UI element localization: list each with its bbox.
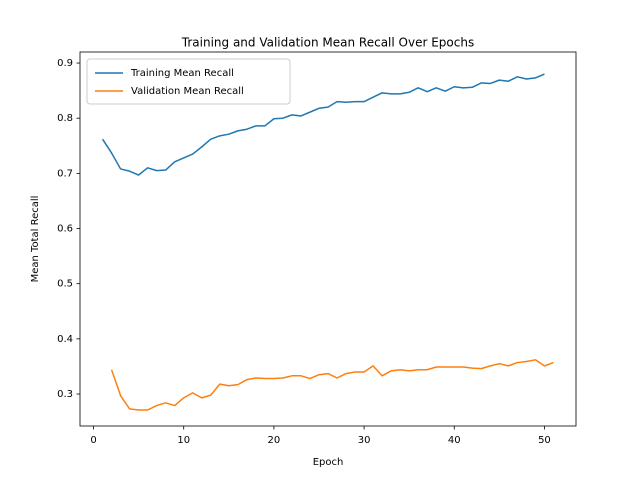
x-tick-label: 30 xyxy=(358,435,371,446)
chart-title: Training and Validation Mean Recall Over… xyxy=(181,36,474,50)
series-line xyxy=(110,359,554,411)
x-tick-label: 50 xyxy=(538,435,551,446)
y-tick-label: 0.5 xyxy=(57,279,73,290)
x-tick-label: 0 xyxy=(90,435,96,446)
x-axis-label: Epoch xyxy=(313,457,344,468)
x-tick-label: 20 xyxy=(268,435,281,446)
y-tick-label: 0.8 xyxy=(57,113,73,124)
y-tick-label: 0.3 xyxy=(57,389,73,400)
y-axis-label: Mean Total Recall xyxy=(30,196,41,283)
legend-box xyxy=(86,58,291,105)
x-tick-label: 10 xyxy=(177,435,190,446)
axes-frame xyxy=(79,51,577,427)
y-tick-label: 0.9 xyxy=(57,58,73,69)
series-line xyxy=(101,73,545,176)
x-tick-label: 40 xyxy=(448,435,461,446)
legend-label: Training Mean Recall xyxy=(130,68,234,79)
y-tick-label: 0.7 xyxy=(57,168,73,179)
y-tick-label: 0.4 xyxy=(57,334,73,345)
legend-label: Validation Mean Recall xyxy=(131,86,244,97)
y-tick-label: 0.6 xyxy=(57,224,73,235)
